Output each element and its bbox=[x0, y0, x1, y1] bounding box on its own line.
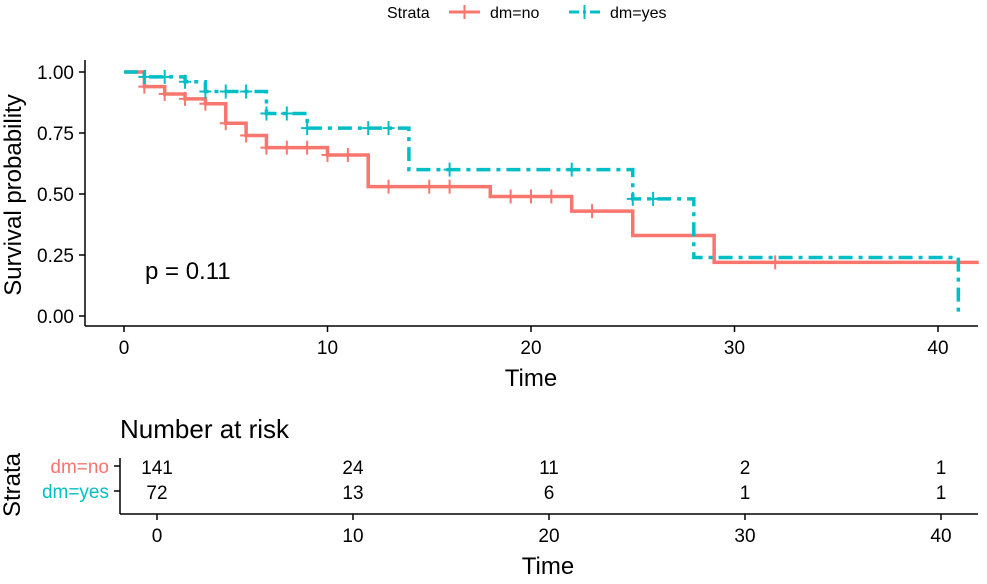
risk-value: 141 bbox=[141, 458, 173, 479]
risk-row-label: dm=yes bbox=[42, 482, 109, 503]
risk-value: 24 bbox=[342, 458, 364, 479]
survival-plot: 0.00 0.25 0.50 0.75 1.00 0 10 20 30 40 Survival … bbox=[0, 60, 979, 392]
x-tick-label: 20 bbox=[520, 338, 541, 359]
risk-value: 72 bbox=[146, 483, 167, 504]
legend-label-dm-no: dm=no bbox=[490, 5, 539, 22]
risk-value: 11 bbox=[539, 458, 559, 479]
x-tick-label: 40 bbox=[927, 338, 948, 359]
risk-value: 2 bbox=[740, 458, 751, 479]
risk-table-x-title: Time bbox=[522, 553, 574, 580]
risk-value: 6 bbox=[544, 483, 555, 504]
risk-value: 1 bbox=[740, 483, 751, 504]
risk-value: 1 bbox=[936, 458, 947, 479]
p-value-annotation: p = 0.11 bbox=[145, 258, 231, 285]
risk-rows: dm=no 141 24 11 2 1dm=yes 72 13 6 1 1 bbox=[42, 457, 946, 504]
x-axis-title: Time bbox=[505, 365, 557, 392]
risk-x-tick-label: 20 bbox=[538, 526, 559, 547]
risk-row-label: dm=no bbox=[50, 457, 109, 478]
risk-x-tick-label: 30 bbox=[734, 526, 755, 547]
legend: Strata dm=no dm=yes bbox=[387, 5, 666, 22]
x-ticks: 0 10 20 30 40 bbox=[119, 326, 949, 359]
y-tick-label: 0.25 bbox=[37, 246, 74, 267]
survival-curve-dm-yes bbox=[124, 70, 961, 316]
risk-value: 13 bbox=[342, 483, 363, 504]
x-tick-label: 0 bbox=[119, 338, 130, 359]
y-ticks: 0.00 0.25 0.50 0.75 1.00 bbox=[37, 63, 85, 328]
risk-table-title: Number at risk bbox=[120, 414, 290, 444]
risk-table: Number at risk Strata Time dm=no 141 24 11 2… bbox=[0, 414, 978, 580]
x-tick-label: 30 bbox=[724, 338, 745, 359]
legend-title: Strata bbox=[387, 5, 430, 22]
y-tick-label: 0.00 bbox=[37, 307, 74, 328]
risk-x-tick-label: 0 bbox=[152, 526, 163, 547]
y-tick-label: 0.75 bbox=[37, 124, 74, 145]
y-axis-title: Survival probability bbox=[0, 94, 27, 295]
legend-label-dm-yes: dm=yes bbox=[610, 5, 666, 22]
risk-x-tick-label: 10 bbox=[342, 526, 363, 547]
risk-value: 1 bbox=[936, 483, 947, 504]
x-tick-label: 10 bbox=[317, 338, 338, 359]
risk-x-ticks: 0 10 20 30 40 bbox=[152, 514, 952, 547]
y-tick-label: 1.00 bbox=[37, 63, 74, 84]
risk-table-y-title: Strata bbox=[0, 452, 26, 517]
y-tick-label: 0.50 bbox=[37, 185, 74, 206]
risk-x-tick-label: 40 bbox=[930, 526, 951, 547]
series-layer bbox=[124, 69, 979, 316]
survival-curve-dm-no bbox=[124, 70, 979, 265]
